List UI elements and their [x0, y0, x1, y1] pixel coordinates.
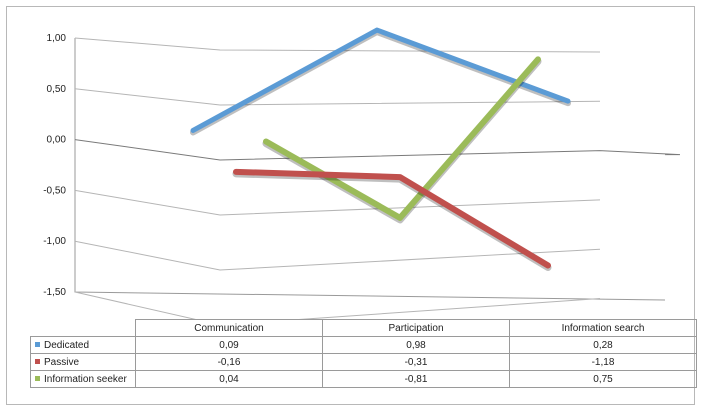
data-point	[398, 175, 402, 179]
axis-frame	[74, 38, 666, 301]
table-cell: -0,31	[322, 353, 510, 371]
data-point	[566, 99, 570, 103]
data-point	[234, 170, 238, 174]
y-tick-label: 1,00	[47, 33, 67, 44]
y-tick-labels: 1,00 0,50 0,00 -0,50 -1,00 -1,50	[43, 33, 66, 298]
y-tick-label: -1,50	[43, 287, 66, 298]
data-point	[375, 28, 379, 32]
gridlines	[74, 37, 681, 320]
gridline	[74, 189, 601, 216]
legend-entry: Passive	[30, 353, 136, 371]
category-label: Communication	[135, 319, 323, 337]
legend-key	[35, 358, 40, 364]
table-cell: 0,75	[509, 370, 697, 388]
series-name: Passive	[44, 356, 80, 368]
category-label: Participation	[322, 319, 510, 337]
legend-entry: Dedicated	[30, 336, 136, 354]
data-table-row: Passive -0,16 -0,31 -1,18	[30, 353, 697, 371]
data-point	[191, 128, 195, 132]
data-table-row: Dedicated 0,09 0,98 0,28	[30, 336, 697, 354]
y-tick-label: -1,00	[43, 236, 66, 247]
series-line	[263, 56, 541, 221]
category-label: Information search	[509, 319, 697, 337]
plot-area: 1,00 0,50 0,00 -0,50 -1,00 -1,50	[43, 27, 681, 320]
data-table-row: Information seeker 0,04 -0,81 0,75	[30, 370, 697, 388]
table-cell: 0,04	[135, 370, 323, 388]
table-cell: -0,16	[135, 353, 323, 371]
series-shadow	[232, 170, 552, 271]
zero-gridline	[74, 139, 681, 161]
y-tick-label: 0,50	[47, 84, 67, 95]
table-cell: -0,81	[322, 370, 510, 388]
gridline	[74, 291, 601, 320]
table-cell: 0,98	[322, 336, 510, 354]
data-point	[546, 263, 550, 267]
legend-entry: Information seeker	[30, 370, 136, 388]
series-name: Information seeker	[44, 373, 127, 385]
series-name: Dedicated	[44, 339, 90, 351]
y-tick-label: 0,00	[47, 135, 67, 146]
data-table-corner	[30, 319, 136, 337]
data-table-header-row: Communication Participation Information …	[30, 319, 697, 337]
series-layer	[190, 27, 571, 271]
data-point	[536, 57, 540, 61]
series-shadow	[262, 57, 542, 224]
gridline	[74, 88, 601, 106]
data-point	[264, 140, 268, 144]
data-point	[398, 216, 402, 220]
series-line	[190, 27, 571, 133]
y-tick-label: -0,50	[43, 185, 66, 196]
data-table: Communication Participation Information …	[30, 319, 697, 388]
table-cell: 0,09	[135, 336, 323, 354]
table-cell: -1,18	[509, 353, 697, 371]
table-cell: 0,28	[509, 336, 697, 354]
gridline	[74, 240, 601, 271]
legend-key	[35, 375, 40, 381]
gridline	[74, 37, 601, 53]
legend-key	[35, 341, 40, 347]
